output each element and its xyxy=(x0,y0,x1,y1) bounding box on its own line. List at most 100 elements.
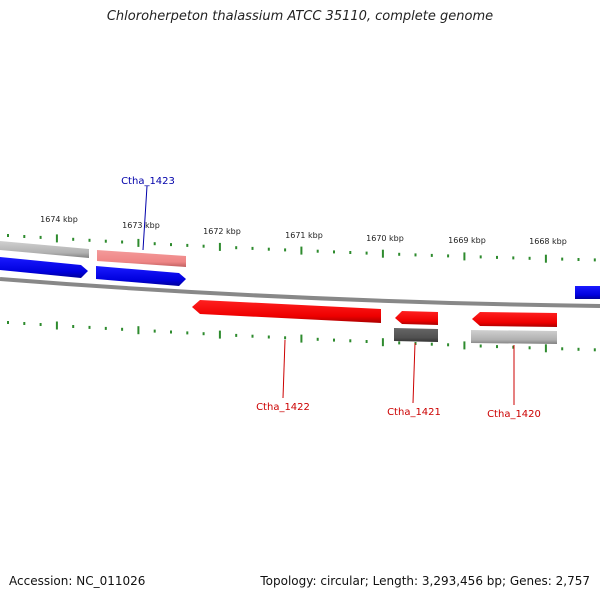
outer-tick-minor xyxy=(267,247,270,251)
ruler-label-1673: 1673 kbp xyxy=(122,221,160,230)
ruler-label-1669: 1669 kbp xyxy=(448,236,486,245)
inner-tick-minor xyxy=(414,342,417,345)
inner-tick-major xyxy=(381,338,384,347)
gene-arrow-forward-left[interactable] xyxy=(0,257,88,278)
inner-tick-minor xyxy=(284,336,287,340)
inner-tick-minor xyxy=(316,337,319,341)
inner-tick-ring xyxy=(7,321,596,353)
outer-tick-minor xyxy=(202,244,205,248)
inner-tick-major xyxy=(463,341,466,350)
ruler-label-1670: 1670 kbp xyxy=(366,234,404,243)
gene-arrow-ctha-1420[interactable] xyxy=(472,312,557,327)
inner-tick-major xyxy=(544,344,547,353)
gene-arrow-ctha-1421[interactable] xyxy=(395,311,438,325)
inner-tick-minor xyxy=(235,333,238,337)
genome-backbone xyxy=(0,277,600,308)
outer-tick-minor xyxy=(577,258,580,261)
outer-tick-minor xyxy=(333,250,335,254)
outer-tick-minor xyxy=(72,237,75,241)
inner-tick-minor xyxy=(561,347,564,351)
ruler-labels: 1674 kbp 1673 kbp 1672 kbp 1671 kbp 1670… xyxy=(40,215,567,246)
outer-tick-minor xyxy=(7,234,9,237)
outer-tick-minor xyxy=(153,242,156,246)
inner-tick-minor xyxy=(447,343,450,347)
outer-tick-minor xyxy=(39,235,42,239)
inner-tick-minor xyxy=(39,323,42,326)
inner-tick-minor xyxy=(577,347,580,351)
gene-arrow-ctha-1422[interactable] xyxy=(192,300,381,323)
inner-tick-minor xyxy=(267,335,270,339)
inner-tick-minor xyxy=(121,327,124,331)
inner-tick-major xyxy=(300,334,303,343)
inner-tick-major xyxy=(137,326,140,335)
inner-tick-minor xyxy=(153,329,156,333)
accession-text: Accession: NC_011026 xyxy=(9,574,146,588)
outer-tick-minor xyxy=(479,255,482,259)
outer-tick-minor xyxy=(104,239,107,243)
outer-tick-minor xyxy=(430,253,433,257)
outer-tick-minor xyxy=(593,258,596,262)
outer-tick-minor xyxy=(528,256,531,260)
inner-tick-minor xyxy=(104,326,107,330)
ruler-label-1672: 1672 kbp xyxy=(203,227,241,236)
gene-feature-gray-left[interactable] xyxy=(0,241,89,258)
outer-tick-minor xyxy=(170,243,172,247)
inner-tick-minor xyxy=(7,321,9,324)
inner-tick-minor xyxy=(398,341,401,345)
gene-label-ctha-1421[interactable]: Ctha_1421 xyxy=(387,407,441,418)
gene-arrow-forward-2[interactable] xyxy=(96,266,186,286)
outer-tick-minor xyxy=(284,248,287,252)
ruler-label-1674: 1674 kbp xyxy=(40,215,78,224)
genome-summary: Topology: circular; Length: 3,293,456 bp… xyxy=(260,574,590,588)
outer-tick-major xyxy=(300,246,303,255)
inner-tick-minor xyxy=(251,334,254,338)
inner-tick-major xyxy=(55,321,58,330)
inner-tick-minor xyxy=(593,348,596,352)
outer-tick-major xyxy=(463,252,466,261)
inner-tick-minor xyxy=(72,325,75,328)
outer-tick-minor xyxy=(398,252,401,256)
gene-feature-dark-gray[interactable] xyxy=(394,328,438,342)
outer-tick-minor xyxy=(561,257,564,261)
inner-tick-minor xyxy=(202,332,205,336)
inner-tick-minor xyxy=(528,346,531,350)
outer-tick-ring xyxy=(7,234,596,263)
inner-tick-minor xyxy=(170,330,172,334)
leader-line-ctha-1421 xyxy=(412,342,416,404)
inner-tick-minor xyxy=(430,342,433,346)
outer-tick-minor xyxy=(235,246,238,250)
outer-tick-minor xyxy=(512,256,515,260)
inner-tick-minor xyxy=(479,344,482,348)
leader-line-ctha-1422 xyxy=(282,339,286,399)
outer-tick-major xyxy=(137,238,140,247)
outer-tick-minor xyxy=(365,251,368,255)
gene-label-ctha-1420[interactable]: Ctha_1420 xyxy=(487,409,541,420)
outer-tick-minor xyxy=(496,255,498,259)
outer-tick-major xyxy=(55,234,58,243)
map-title: Chloroherpeton thalassium ATCC 35110, co… xyxy=(106,9,494,24)
gene-label-ctha-1423[interactable]: Ctha_1423 xyxy=(121,176,175,187)
outer-tick-minor xyxy=(88,238,91,242)
inner-tick-minor xyxy=(333,338,335,342)
gene-feature-ctha-1423[interactable] xyxy=(97,250,186,267)
ruler-label-1668: 1668 kbp xyxy=(529,237,567,246)
gene-feature-forward-right[interactable] xyxy=(575,286,600,299)
inner-tick-minor xyxy=(88,325,91,329)
inner-tick-major xyxy=(218,330,221,339)
outer-tick-minor xyxy=(316,249,319,253)
outer-tick-minor xyxy=(121,240,124,244)
inner-tick-minor xyxy=(186,331,189,335)
ruler-label-1671: 1671 kbp xyxy=(285,231,323,240)
gene-label-ctha-1422[interactable]: Ctha_1422 xyxy=(256,402,310,413)
outer-tick-major xyxy=(218,242,221,251)
gene-feature-gray-right[interactable] xyxy=(471,330,557,344)
outer-tick-minor xyxy=(414,253,417,257)
inner-tick-minor xyxy=(365,340,368,343)
outer-tick-minor xyxy=(447,254,450,258)
inner-tick-minor xyxy=(349,339,352,343)
outer-tick-minor xyxy=(23,235,26,238)
outer-tick-minor xyxy=(186,243,189,247)
inner-tick-minor xyxy=(496,345,498,349)
outer-tick-major xyxy=(381,249,384,258)
inner-tick-minor xyxy=(23,322,26,325)
